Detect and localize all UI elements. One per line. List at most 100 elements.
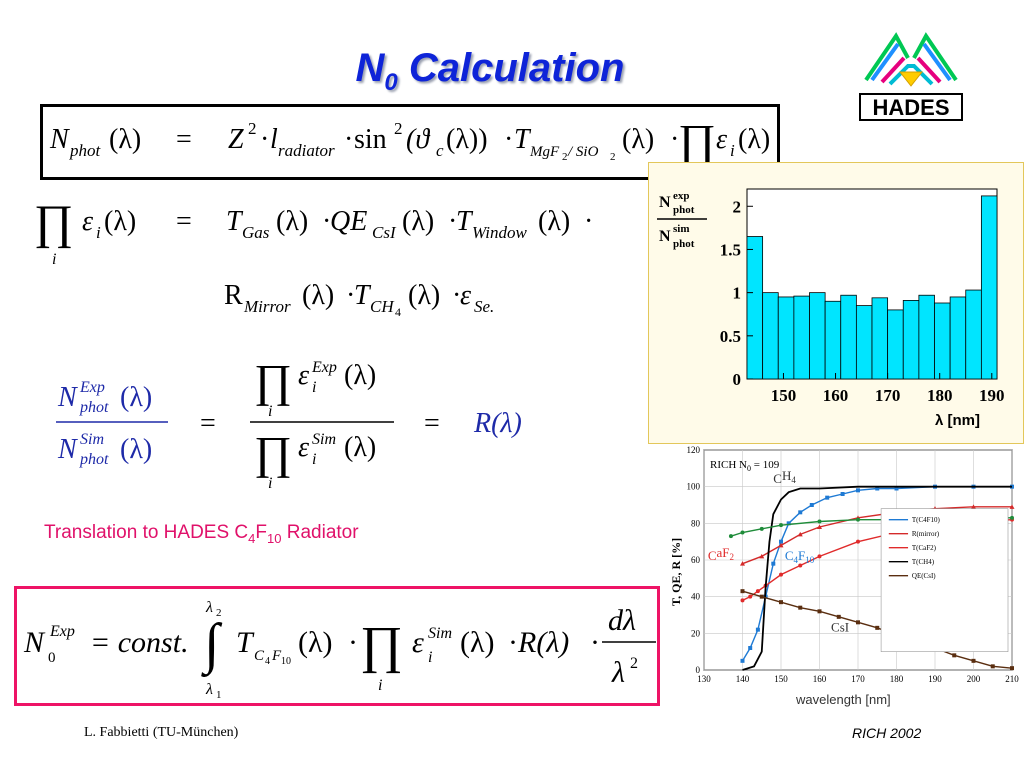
eq1-eq: = <box>176 124 192 155</box>
trans-point-5 <box>952 653 957 658</box>
trans-ytick-label: 0 <box>696 665 701 675</box>
trans-point-4 <box>728 534 733 539</box>
eq1-t-arg: (λ) <box>622 124 654 155</box>
ratio-bar-4 <box>809 292 826 380</box>
eq4-dot1: · <box>348 626 358 659</box>
eq1-t-sub: MgF <box>529 144 560 160</box>
eq2-t-ch: T <box>354 280 372 311</box>
trans-point-5 <box>875 625 880 630</box>
trans-point-2 <box>798 563 803 568</box>
ratio-ylabel-den-main: N <box>659 228 671 245</box>
eq1-z-sup: 2 <box>248 119 257 138</box>
eq3-n-den: N <box>57 434 78 465</box>
eq3-n-num: N <box>57 382 78 413</box>
eq4-n-sup: Exp <box>49 623 75 640</box>
trans-xtick-label: 160 <box>813 674 827 684</box>
eq3-i-sub-den: i <box>312 451 316 468</box>
eq2-t-win-sub: Window <box>472 223 527 242</box>
footer-event: RICH 2002 <box>852 725 922 741</box>
trans-point-1 <box>971 504 976 509</box>
trans-point-5 <box>759 594 764 599</box>
logo-triangle <box>898 71 924 87</box>
eq3-arg-num2: (λ) <box>344 360 376 391</box>
eq3-arg-den2: (λ) <box>344 432 376 463</box>
eq4-eps: ε <box>412 626 424 659</box>
trans-point-5 <box>1010 666 1014 671</box>
trans-point-5 <box>779 600 783 605</box>
trans-point-0 <box>875 486 880 491</box>
eq2-eps: ε <box>82 206 93 237</box>
ratio-xtick-label: 190 <box>979 386 1005 405</box>
eq2-eps-sub: i <box>96 223 101 242</box>
ratio-bar-6 <box>840 294 857 380</box>
ratio-ytick-label: 1.5 <box>720 240 741 259</box>
ratio-bar-0 <box>746 236 764 380</box>
trans-point-2 <box>755 589 760 594</box>
eq4-t-sub-c: F <box>271 648 282 664</box>
logo-frame <box>859 93 963 121</box>
trans-xtick-label: 150 <box>774 674 788 684</box>
eq2-prod-sub: i <box>52 251 56 268</box>
ratio-bar-9 <box>887 309 904 380</box>
eq2-arg: (λ) <box>104 206 136 237</box>
eq1-t-sub3: / SiO <box>567 144 599 160</box>
trans-point-2 <box>748 594 753 599</box>
trans-point-1 <box>797 531 803 537</box>
ratio-ylabel-num-sub: phot <box>673 204 695 216</box>
trans-point-1 <box>740 561 745 566</box>
eq4-prod-sub: i <box>378 677 382 694</box>
trans-point-2 <box>856 539 860 544</box>
transmission-svg: T, QE, R [%] 0 20 40 60 80 100 120 130 140 150 160… <box>669 445 1019 707</box>
trans-point-1 <box>778 542 784 548</box>
eq2-t-ch-sub: CH <box>370 297 395 316</box>
trans-label-ch4: CH4 <box>773 468 796 486</box>
trans-point-0 <box>809 503 814 507</box>
ratio-bar-8 <box>871 297 889 380</box>
eq4-upper-sub: 2 <box>216 607 222 619</box>
trans-point-4 <box>759 526 764 531</box>
equation-box-n0 <box>14 586 660 706</box>
trans-point-0 <box>771 561 776 566</box>
eq3-exp: Exp <box>79 379 105 396</box>
eq4-r: R(λ) <box>517 626 569 659</box>
eq1-l-sub: radiator <box>278 141 335 160</box>
trans-point-1 <box>817 524 822 529</box>
trans-point-5 <box>817 609 822 614</box>
eq2-prod: ∏ <box>34 196 74 249</box>
trans-point-0 <box>740 658 745 663</box>
eq2-dot4: · <box>346 280 355 311</box>
ratio-xtick-label: 170 <box>875 386 901 405</box>
trans-series-line-1 <box>742 506 1012 565</box>
trans-point-0 <box>786 521 791 526</box>
eq4-t-sub-b: 4 <box>265 656 270 667</box>
eq1-theta: (ϑ <box>406 124 430 155</box>
eq2-qe: QE <box>330 206 367 237</box>
trans-legend-label: T(C4F10) <box>912 516 941 524</box>
trans-point-5 <box>971 658 976 663</box>
ratio-xtick-label: 160 <box>823 386 849 405</box>
eq1-eps-sub: i <box>730 141 735 160</box>
ratio-ylabel-num-sup: exp <box>673 190 690 202</box>
trans-xtick-label: 130 <box>697 674 711 684</box>
trans-legend-label: T(CaF2) <box>912 544 937 552</box>
trans-ytick-label: 100 <box>687 482 701 492</box>
ratio-ytick-label: 1 <box>733 284 742 303</box>
trans-point-0 <box>856 488 860 493</box>
ratio-histogram-chart: N exp phot N sim phot 0 0.5 1 1.5 2 150 160 170… <box>648 162 1024 444</box>
ratio-bar-14 <box>965 289 982 380</box>
footer-author: L. Fabbietti (TU-München) <box>84 725 239 740</box>
eq2-eps-se: ε <box>460 280 471 311</box>
trans-series-line-3 <box>742 485 1012 671</box>
eq4-den-sup: 2 <box>630 655 638 672</box>
trans-ytick-label: 60 <box>691 555 701 565</box>
eq4-dot3: · <box>590 626 600 659</box>
eq3-sim-den: Sim <box>312 431 336 448</box>
eq2-r-sub: Mirror <box>243 297 291 316</box>
eq1-prod: ∏ <box>678 115 716 166</box>
ratio-bar-10 <box>902 300 920 380</box>
transmission-chart: T, QE, R [%] 0 20 40 60 80 100 120 130 140 150 160… <box>668 445 1024 708</box>
eq2-r-arg: (λ) <box>302 280 334 311</box>
trans-legend-box <box>880 508 1009 652</box>
eq4-prod: ∏ <box>360 617 403 674</box>
eq3-arg-den: (λ) <box>120 434 152 465</box>
